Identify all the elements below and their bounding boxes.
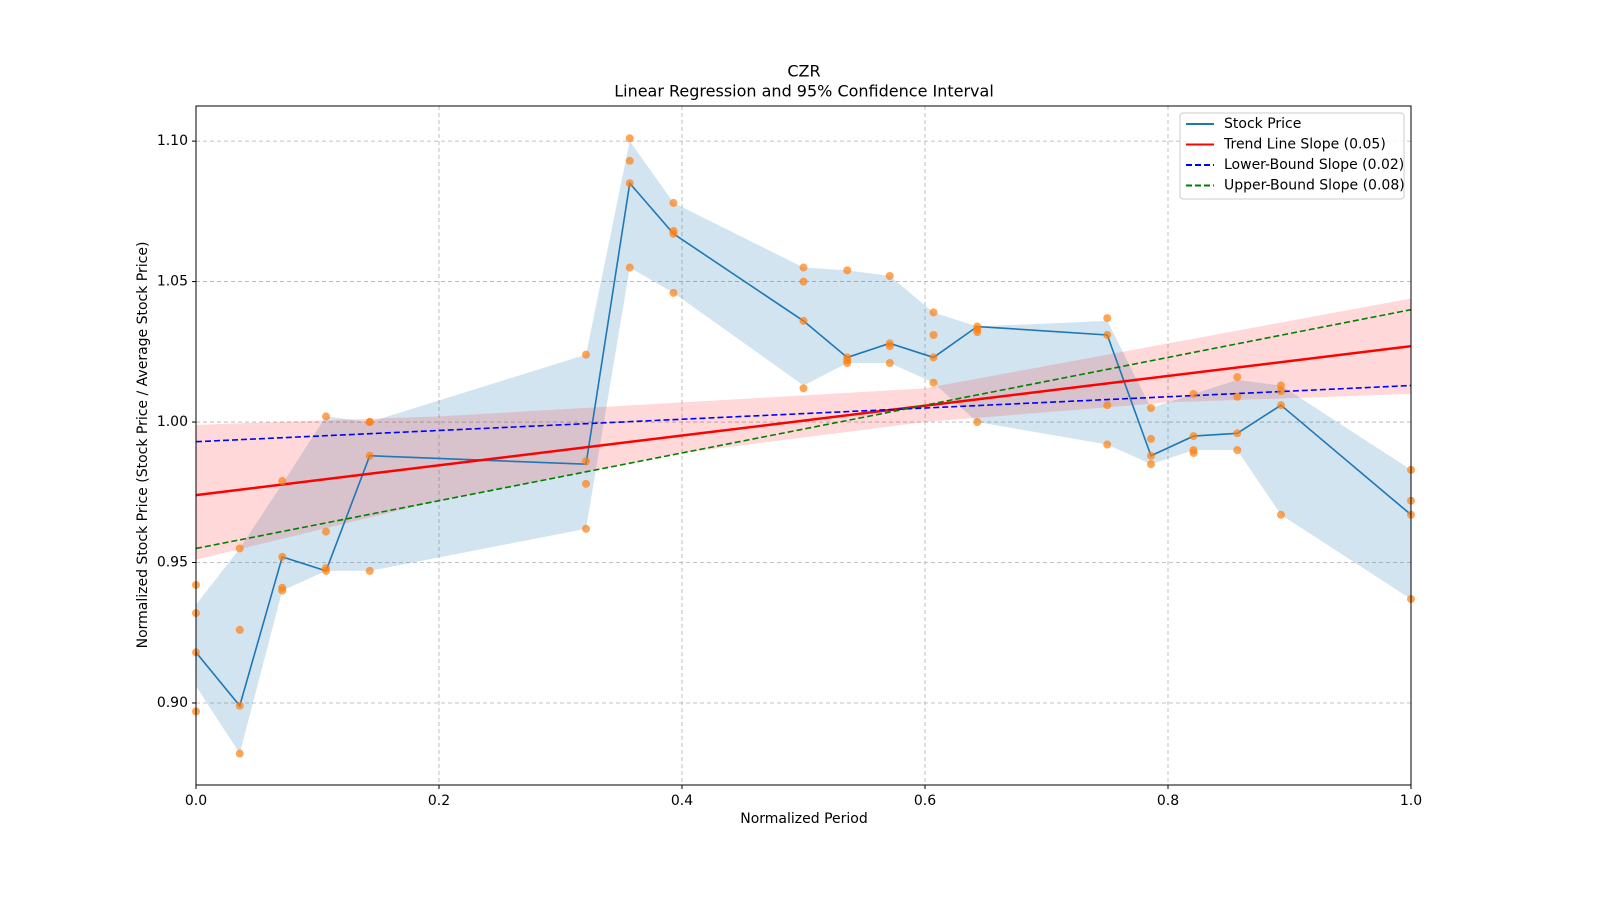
x-tick-label: 0.8 (1157, 793, 1179, 809)
data-point (1103, 401, 1112, 410)
series-line (195, 308, 1412, 550)
data-point (973, 418, 982, 427)
data-point (799, 263, 808, 272)
legend-label: Lower-Bound Slope (0.02) (1224, 157, 1404, 173)
data-point (843, 356, 852, 365)
data-point (929, 353, 938, 362)
data-point (235, 701, 244, 710)
x-axis-label: Normalized Period (740, 811, 868, 827)
data-point (322, 412, 331, 421)
confidence-band (196, 298, 1411, 560)
x-tick-label: 0.4 (671, 793, 693, 809)
data-point (1276, 401, 1285, 410)
data-point (1189, 432, 1198, 441)
data-point (1233, 429, 1242, 438)
data-point (669, 288, 678, 297)
y-axis-label: Normalized Stock Price (Stock Price / Av… (135, 242, 151, 649)
chart-subtitle: Linear Regression and 95% Confidence Int… (614, 82, 994, 101)
x-tick-label: 0.0 (185, 793, 207, 809)
data-point (1103, 440, 1112, 449)
data-point (625, 263, 634, 272)
data-point (1146, 434, 1155, 443)
data-point (365, 566, 374, 575)
data-point (799, 384, 808, 393)
data-point (322, 527, 331, 536)
x-tick-label: 0.6 (914, 793, 936, 809)
data-point (1276, 387, 1285, 396)
data-point (1103, 314, 1112, 323)
data-point (1103, 330, 1112, 339)
legend-label: Upper-Bound Slope (0.08) (1224, 178, 1405, 194)
data-point (669, 229, 678, 238)
data-point (365, 418, 374, 427)
data-point (1276, 510, 1285, 519)
data-point (278, 583, 287, 592)
legend-label: Stock Price (1224, 116, 1301, 132)
data-point (669, 198, 678, 207)
data-point (1233, 373, 1242, 382)
data-point (799, 316, 808, 325)
data-point (973, 328, 982, 337)
data-point (885, 342, 894, 351)
data-point (885, 359, 894, 368)
series-line (195, 384, 1412, 443)
y-tick-label: 1.00 (157, 414, 188, 430)
legend-box (1179, 112, 1405, 200)
data-point (625, 156, 634, 165)
y-tick-label: 1.05 (157, 274, 188, 290)
data-point (235, 625, 244, 634)
y-tick-label: 0.90 (157, 695, 188, 711)
data-point (1146, 451, 1155, 460)
data-point (929, 330, 938, 339)
data-point (582, 457, 591, 466)
data-point (1233, 446, 1242, 455)
data-point (322, 566, 331, 575)
data-point (885, 271, 894, 280)
series-line (195, 344, 1412, 497)
y-tick-label: 1.10 (157, 133, 188, 149)
data-point (582, 350, 591, 359)
data-point (1233, 392, 1242, 401)
data-point (929, 308, 938, 317)
plot-frame (195, 105, 1412, 786)
data-point (278, 477, 287, 486)
data-point (1276, 381, 1285, 390)
data-point (582, 524, 591, 533)
data-point (625, 134, 634, 143)
data-point (235, 544, 244, 553)
legend-label: Trend Line Slope (0.05) (1223, 137, 1386, 153)
data-point (582, 479, 591, 488)
data-point (625, 179, 634, 188)
data-point (1189, 448, 1198, 457)
y-tick-label: 0.95 (157, 555, 188, 571)
data-point (365, 451, 374, 460)
data-point (929, 378, 938, 387)
data-point (799, 277, 808, 286)
data-point (843, 266, 852, 275)
data-point (235, 749, 244, 758)
data-point (278, 552, 287, 561)
chart-title: CZR (787, 62, 820, 81)
data-point (1146, 403, 1155, 412)
data-point (1146, 460, 1155, 469)
x-tick-label: 1.0 (1400, 793, 1422, 809)
x-tick-label: 0.2 (428, 793, 450, 809)
data-point (1189, 389, 1198, 398)
